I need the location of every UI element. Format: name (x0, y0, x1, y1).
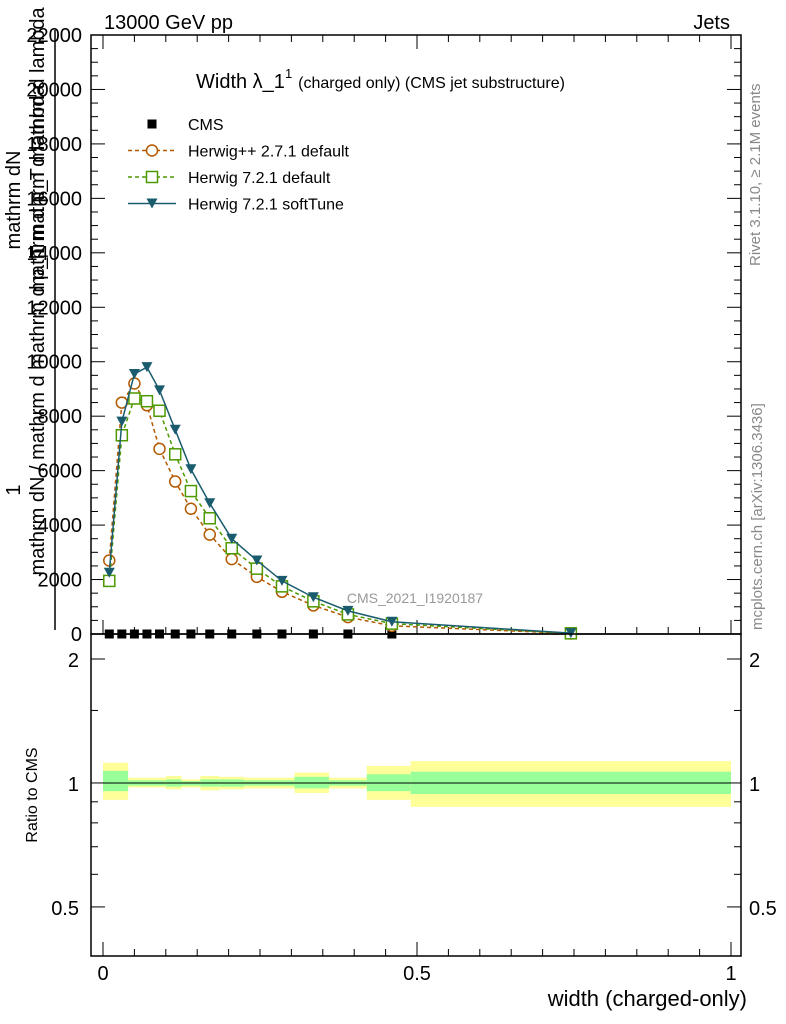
series-line (108, 382, 571, 635)
x-tick-label: 0.5 (403, 963, 431, 985)
data-point (203, 512, 217, 525)
ratio-axis-ticks: 0.5 0.5 1 1 2 2 0 0.5 1 (51, 650, 777, 985)
y-tick-label: 10000 (26, 352, 82, 374)
data-point (116, 416, 128, 427)
legend-label: CMS (188, 117, 224, 134)
ratio-y-tick-label-right: 1 (749, 774, 760, 796)
legend-label: Herwig 7.2.1 softTune (188, 197, 344, 214)
legend-marker (147, 119, 157, 129)
ylabel-line3: mathrm d p_T mathrm d lambda (27, 6, 49, 292)
data-point (226, 533, 238, 544)
data-point (168, 448, 182, 461)
y-tick-label: 20000 (26, 79, 82, 101)
data-point (185, 464, 197, 475)
chart-title-main: Width λ_1 (196, 71, 285, 93)
ratio-y-label: Ratio to CMS (24, 747, 41, 842)
data-point (184, 484, 198, 498)
ratio-plot-area (90, 633, 742, 957)
ylabel-line2: mathrm dN (3, 151, 25, 250)
data-point (225, 552, 238, 566)
legend-label: Herwig++ 2.7.1 default (188, 144, 350, 161)
y-tick-label: 6000 (38, 461, 83, 483)
data-point (128, 392, 141, 405)
data-point (251, 555, 263, 566)
series-line (108, 366, 571, 634)
legend: CMS Herwig++ 2.7.1 default Herwig 7.2.1 de… (128, 117, 350, 214)
data-point (204, 498, 216, 509)
data-point (128, 368, 140, 379)
legend-label: Herwig 7.2.1 default (188, 170, 331, 187)
x-tick-label: 0 (97, 963, 108, 985)
data-point (276, 575, 288, 586)
series-3 (103, 362, 577, 639)
y-tick-label: 0 (71, 624, 82, 646)
header-energy: 13000 GeV pp (104, 12, 233, 34)
series-1 (103, 377, 578, 640)
ratio-bands (103, 761, 731, 807)
ratio-y-tick-label: 2 (68, 650, 79, 672)
legend-marker (146, 198, 158, 209)
data-point (115, 428, 129, 442)
ylabel-one: 1 (3, 484, 25, 495)
data-point (140, 394, 154, 408)
data-point (168, 475, 182, 488)
chart-title: Width λ_11 (charged only) (CMS jet substr… (196, 66, 565, 93)
series-line (108, 397, 571, 635)
data-point (386, 616, 398, 627)
legend-marker (145, 144, 159, 157)
mcplots-label: mcplots.cern.ch [arXiv:1306.3436] (749, 403, 766, 630)
data-point (307, 592, 319, 603)
legend-entry-2: Herwig 7.2.1 default (128, 170, 331, 187)
ratio-y-tick-label-right: 0.5 (749, 898, 777, 920)
chart-title-rest: (charged only) (CMS jet substructure) (298, 75, 565, 92)
legend-entry-3: Herwig 7.2.1 softTune (128, 197, 344, 214)
y-tick-label: 8000 (38, 406, 83, 428)
y-tick-label: 22000 (26, 25, 82, 47)
data-point (103, 567, 115, 578)
y-tick-label: 18000 (26, 134, 82, 156)
y-tick-label: 2000 (38, 570, 83, 592)
main-y-tick-labels: 0 2000 4000 6000 8000 10000 12000 14000 16000 180… (26, 25, 82, 646)
y-tick-label: 12000 (26, 297, 82, 319)
watermark: CMS_2021_I1920187 (347, 590, 483, 606)
data-point (154, 385, 166, 396)
data-point (184, 502, 198, 516)
ratio-inner-band (103, 770, 129, 792)
ylabel-line1: mathrm dN / mathrm d mathrm d p_T mathrm… (27, 84, 49, 576)
data-point (203, 528, 217, 541)
legend-entry-0: CMS (147, 117, 224, 134)
main-y-axis-label: 1 mathrm dN / mathrm d mathrm d p_T math… (3, 6, 56, 630)
chart-title-sup: 1 (285, 66, 292, 81)
x-tick-label: 1 (725, 963, 736, 985)
rivet-label: Rivet 3.1.10, ≥ 2.1M events (747, 84, 764, 267)
y-tick-label: 16000 (26, 188, 82, 210)
ratio-frame (90, 633, 742, 957)
data-point (342, 605, 354, 616)
ratio-y-tick-label-right: 2 (749, 650, 760, 672)
x-axis-label: width (charged-only) (547, 986, 747, 1011)
y-tick-label: 14000 (26, 243, 82, 265)
header-jets: Jets (693, 12, 730, 34)
ratio-y-tick-label: 1 (68, 774, 79, 796)
data-point (153, 404, 166, 417)
legend-entry-1: Herwig++ 2.7.1 default (128, 144, 350, 161)
legend-marker (145, 170, 159, 184)
data-point (153, 442, 166, 456)
data-point (141, 362, 153, 373)
main-series (103, 362, 578, 640)
data-point (169, 424, 181, 435)
data-point (565, 628, 577, 639)
data-point (225, 541, 238, 555)
y-tick-label: 4000 (38, 515, 83, 537)
ratio-y-tick-label: 0.5 (51, 898, 79, 920)
